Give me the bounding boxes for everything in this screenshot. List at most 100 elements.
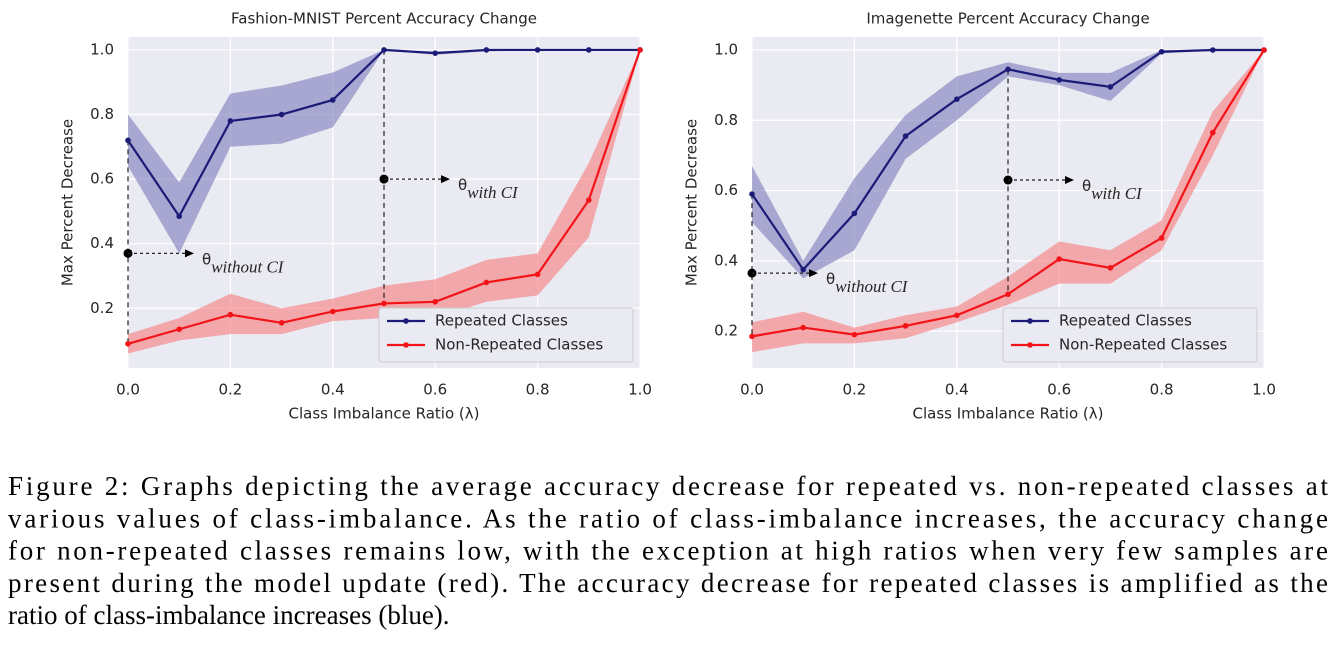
legend [378, 307, 634, 363]
series-point [534, 271, 541, 278]
legend-swatch-point [403, 342, 409, 348]
chart-title: Imagenette Percent Accuracy Change [866, 10, 1149, 28]
series-point [278, 319, 285, 326]
annotation-label: θwith CI [458, 176, 519, 202]
x-tick-label: 0.8 [1150, 381, 1174, 399]
annotation-subscript: with CI [1091, 184, 1143, 203]
series-point [1107, 84, 1114, 90]
y-tick-label: 1.0 [90, 40, 114, 58]
series-point [432, 50, 439, 56]
series-point [330, 97, 336, 103]
legend [1002, 307, 1258, 363]
series-point [954, 312, 960, 319]
x-tick-label: 1.0 [1252, 381, 1276, 399]
series-point [749, 191, 755, 197]
chart-title: Fashion-MNIST Percent Accuracy Change [231, 10, 537, 28]
caption-line: various values of class-imbalance. As th… [8, 503, 1328, 533]
series-point [227, 118, 234, 124]
series-point [330, 308, 336, 315]
caption-line: ratio of class-imbalance increases (blue… [8, 600, 450, 630]
y-tick-label: 1.0 [714, 41, 738, 59]
series-point [637, 47, 643, 53]
x-tick-label: 0.6 [423, 381, 447, 399]
series-point [1158, 48, 1165, 55]
caption-line: for non-repeated classes remains low, wi… [8, 536, 1328, 566]
caption-line: Figure 2: Graphs depicting the average a… [8, 471, 1328, 501]
series-point [1210, 129, 1216, 136]
series-point [381, 47, 387, 53]
y-tick-label: 0.6 [90, 170, 114, 188]
arrow-head [1065, 176, 1074, 185]
legend-label: Repeated Classes [1059, 312, 1192, 330]
x-tick-label: 0.2 [218, 381, 242, 399]
annotation-label: θwithout CI [826, 270, 909, 296]
annotation-symbol: θ [458, 176, 467, 194]
annotation-label: θwithout CI [202, 250, 285, 276]
series-point [278, 111, 285, 118]
annotation-subscript: with CI [467, 183, 519, 202]
series-point [1107, 265, 1114, 271]
y-axis-label: Max Percent Decrease [59, 119, 77, 286]
y-tick-label: 0.8 [714, 111, 738, 129]
x-tick-label: 0.4 [321, 381, 345, 399]
y-tick-label: 0.4 [90, 234, 114, 252]
series-point [749, 333, 755, 340]
arrow-head [441, 175, 450, 184]
series-point [800, 266, 806, 273]
series-point [534, 47, 541, 53]
series-point [227, 311, 234, 318]
annotation-subscript: without CI [835, 277, 909, 296]
series-point [1158, 235, 1165, 241]
series-point [586, 47, 592, 53]
annotation-symbol: θ [202, 250, 211, 268]
series-point [851, 331, 858, 338]
x-tick-label: 0.6 [1047, 381, 1071, 399]
annotation-subscript: without CI [211, 257, 285, 276]
y-tick-label: 0.6 [714, 181, 738, 199]
series-point [1005, 66, 1011, 73]
x-tick-label: 0.0 [740, 381, 764, 399]
series-point [1056, 77, 1062, 83]
annotation-symbol: θ [826, 270, 835, 288]
x-tick-label: 0.0 [116, 381, 140, 399]
arrow-head [809, 269, 818, 278]
series-point [381, 300, 387, 307]
series-point [125, 137, 131, 144]
series-point [1210, 47, 1216, 53]
series-point [851, 210, 858, 217]
series-point [586, 197, 592, 203]
series-point [176, 326, 182, 333]
x-tick-label: 0.2 [842, 381, 866, 399]
x-tick-label: 0.4 [945, 381, 969, 399]
annotation-symbol: θ [1082, 177, 1091, 195]
y-tick-label: 0.2 [714, 322, 738, 340]
legend-label: Non-Repeated Classes [435, 336, 603, 354]
annotation-label: θwith CI [1082, 177, 1143, 203]
y-axis-label: Max Percent Decrease [683, 119, 701, 286]
series-point [1056, 256, 1062, 262]
legend-swatch-point [1027, 318, 1033, 324]
series-point [125, 340, 131, 347]
x-tick-label: 1.0 [628, 381, 652, 399]
series-point [1261, 47, 1267, 53]
caption-line: present during the model update (red). T… [8, 568, 1328, 598]
series-point [483, 279, 490, 286]
confidence-band [128, 49, 640, 254]
legend-label: Non-Repeated Classes [1059, 336, 1227, 354]
legend-label: Repeated Classes [435, 312, 568, 330]
x-tick-label: 0.8 [526, 381, 550, 399]
arrow-head [185, 249, 194, 258]
series-point [902, 323, 909, 329]
x-axis-label: Class Imbalance Ratio (λ) [913, 405, 1104, 423]
series-point [176, 213, 182, 220]
series-point [902, 133, 909, 139]
series-point [483, 47, 490, 53]
series-point [954, 96, 960, 102]
series-point [1005, 291, 1011, 298]
legend-swatch-point [1027, 342, 1033, 348]
y-tick-label: 0.4 [714, 251, 738, 269]
y-tick-label: 0.8 [90, 105, 114, 123]
series-point [432, 299, 439, 305]
